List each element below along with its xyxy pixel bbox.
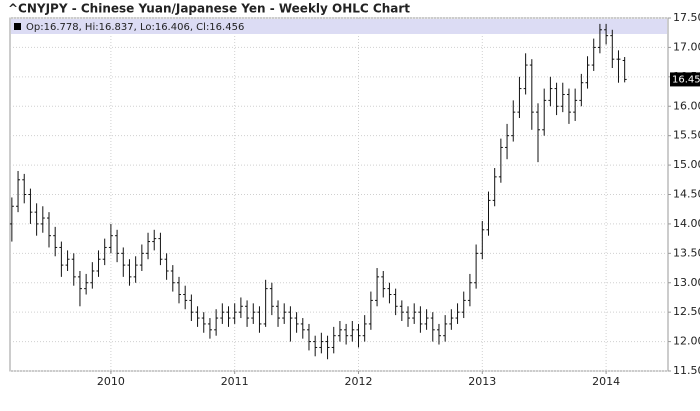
y-tick-label: 15.500 [673, 129, 700, 142]
y-tick-label: 13.000 [673, 276, 700, 289]
y-tick-label: 16.000 [673, 99, 700, 112]
y-tick-label: 17.000 [673, 40, 700, 53]
x-tick-label: 2012 [344, 375, 372, 388]
last-price-label: 16.456 [672, 74, 700, 85]
y-tick-label: 12.500 [673, 305, 700, 318]
y-tick-label: 14.000 [673, 217, 700, 230]
x-tick-label: 2014 [592, 375, 620, 388]
y-tick-label: 17.500 [673, 11, 700, 24]
y-tick-label: 12.000 [673, 335, 700, 348]
info-icon [14, 23, 21, 30]
plot-area [9, 17, 669, 372]
y-tick-label: 15.000 [673, 158, 700, 171]
x-tick-label: 2013 [468, 375, 496, 388]
y-tick-label: 14.500 [673, 188, 700, 201]
x-tick-label: 2011 [221, 375, 249, 388]
last-bar-label: Op:16.778, Hi:16.837, Lo:16.406, Cl:16.4… [26, 22, 244, 33]
y-tick-label: 13.500 [673, 246, 700, 259]
y-tick-label: 11.500 [673, 364, 700, 377]
chart-title: ^CNYJPY - Chinese Yuan/Japanese Yen - We… [8, 2, 410, 16]
last-price-box [670, 72, 700, 87]
x-tick-label: 2010 [97, 375, 125, 388]
info-band [11, 19, 667, 34]
